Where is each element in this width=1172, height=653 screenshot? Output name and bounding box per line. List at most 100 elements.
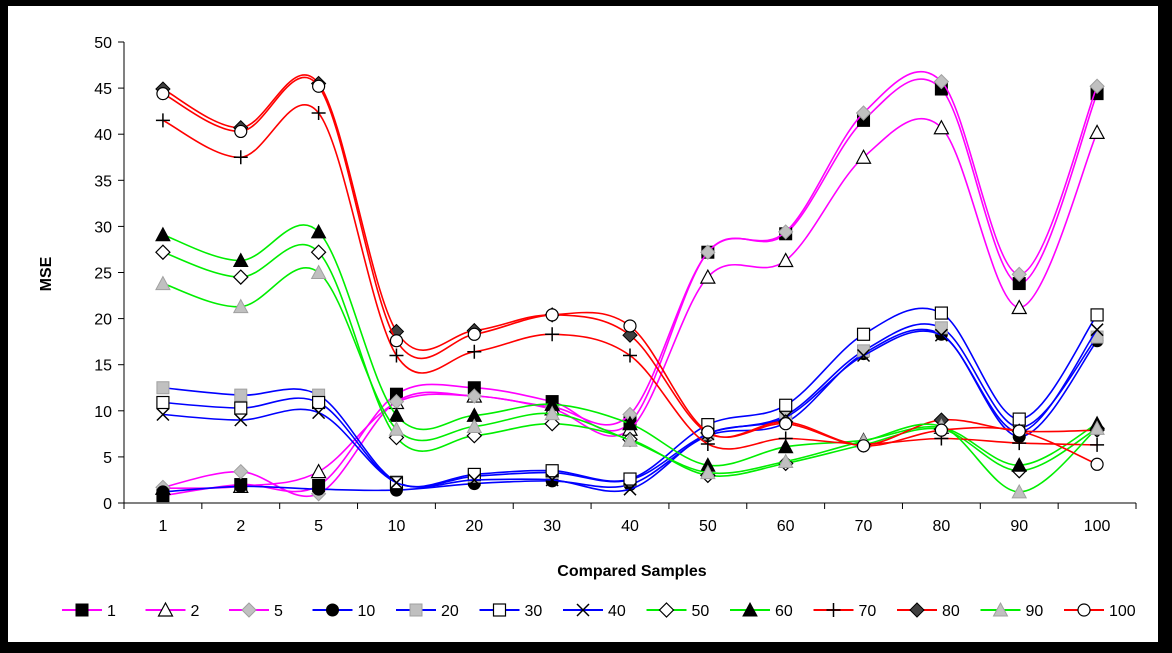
data-point xyxy=(779,398,793,412)
chart-frame: 0 5 10 15 20 25 30 35 40 45 50 1 2 5 10 20 30 40 50 60 70 80… xyxy=(8,6,1158,642)
legend-marker xyxy=(1077,603,1091,617)
legend-marker xyxy=(658,602,675,618)
data-point xyxy=(310,463,327,479)
x-tick-label: 80 xyxy=(932,518,950,535)
data-point xyxy=(545,308,559,322)
data-point xyxy=(155,244,171,261)
data-point xyxy=(467,327,481,341)
y-tick-label: 10 xyxy=(94,404,112,421)
y-tick-label: 50 xyxy=(94,35,112,52)
data-point xyxy=(156,395,170,410)
legend-item-60: 60 xyxy=(730,601,793,620)
legend-label: 100 xyxy=(1109,603,1136,620)
data-point xyxy=(778,431,793,446)
data-point xyxy=(699,268,716,284)
data-point xyxy=(934,328,948,342)
legend-label: 20 xyxy=(441,603,459,620)
legend-item-90: 90 xyxy=(980,601,1043,620)
data-point xyxy=(310,264,327,279)
legend-label: 1 xyxy=(107,603,116,620)
series-line xyxy=(162,329,1098,493)
legend-item-80: 80 xyxy=(897,602,960,620)
data-point xyxy=(1090,308,1104,322)
data-point xyxy=(1011,483,1028,499)
legend-label: 70 xyxy=(859,603,877,620)
x-tick-label: 40 xyxy=(621,518,639,535)
data-point xyxy=(389,348,404,363)
data-point xyxy=(312,482,326,496)
legend-item-100: 100 xyxy=(1064,603,1136,620)
y-tick-label: 20 xyxy=(94,312,112,329)
x-tick-label: 1 xyxy=(158,518,167,535)
data-point xyxy=(623,482,637,496)
data-point xyxy=(312,406,326,420)
data-point xyxy=(623,472,637,486)
data-point xyxy=(155,226,171,242)
data-point xyxy=(234,479,248,493)
y-tick-label: 30 xyxy=(94,219,112,236)
data-point xyxy=(622,327,638,343)
data-point xyxy=(466,418,483,433)
data-point xyxy=(155,113,170,128)
legend-label: 50 xyxy=(692,603,710,620)
data-point xyxy=(1012,412,1026,426)
legend-item-10: 10 xyxy=(312,603,376,620)
y-tick-label: 0 xyxy=(103,496,112,513)
y-tick-label: 15 xyxy=(94,358,112,375)
series-layer xyxy=(154,70,1106,503)
y-tick-label: 25 xyxy=(94,266,112,283)
data-point xyxy=(232,298,249,314)
x-tick-label: 2 xyxy=(236,518,245,535)
legend-item-30: 30 xyxy=(479,603,542,620)
data-point xyxy=(700,244,716,260)
data-point xyxy=(857,348,871,363)
data-point xyxy=(934,423,948,437)
data-point xyxy=(312,79,326,93)
data-point xyxy=(1089,124,1106,139)
data-point xyxy=(233,150,248,165)
x-tick-label: 10 xyxy=(388,518,406,535)
data-point xyxy=(1090,437,1105,452)
y-tick-label: 40 xyxy=(94,127,112,144)
data-point xyxy=(156,381,170,395)
legend-label: 80 xyxy=(942,603,960,620)
x-tick-label: 30 xyxy=(543,518,561,535)
series-line xyxy=(162,104,1098,450)
data-point xyxy=(156,485,170,499)
legend-label: 2 xyxy=(191,603,200,620)
y-axis-title: MSE xyxy=(38,256,55,291)
series-90 xyxy=(155,264,1105,499)
data-point xyxy=(544,405,560,421)
data-point xyxy=(1012,424,1026,438)
legend-marker xyxy=(992,601,1009,617)
data-point xyxy=(388,407,405,422)
data-point xyxy=(234,388,248,402)
legend-label: 60 xyxy=(775,603,793,620)
data-point xyxy=(1089,78,1105,94)
legend-marker xyxy=(492,603,507,617)
legend-label: 10 xyxy=(358,603,376,620)
data-point xyxy=(156,407,170,422)
data-point xyxy=(156,87,170,101)
data-point xyxy=(1089,420,1105,435)
data-point xyxy=(544,415,561,432)
series-70 xyxy=(155,104,1105,452)
data-point xyxy=(545,464,559,478)
data-point xyxy=(777,453,794,469)
data-point xyxy=(934,321,948,335)
series-100 xyxy=(156,76,1104,471)
legend-marker xyxy=(241,602,257,618)
legend-label: 5 xyxy=(274,603,283,620)
legend-marker xyxy=(75,603,89,617)
data-point xyxy=(777,224,794,240)
data-point xyxy=(933,119,950,135)
data-point xyxy=(701,425,715,439)
x-tick-label: 20 xyxy=(465,518,483,535)
x-tick-label: 60 xyxy=(777,518,795,535)
x-axis-title: Compared Samples xyxy=(557,563,706,580)
data-point xyxy=(855,105,872,121)
series-40 xyxy=(156,323,1104,496)
x-tick-label: 100 xyxy=(1084,518,1111,535)
data-point xyxy=(1011,266,1027,283)
legend-item-2: 2 xyxy=(145,601,200,620)
